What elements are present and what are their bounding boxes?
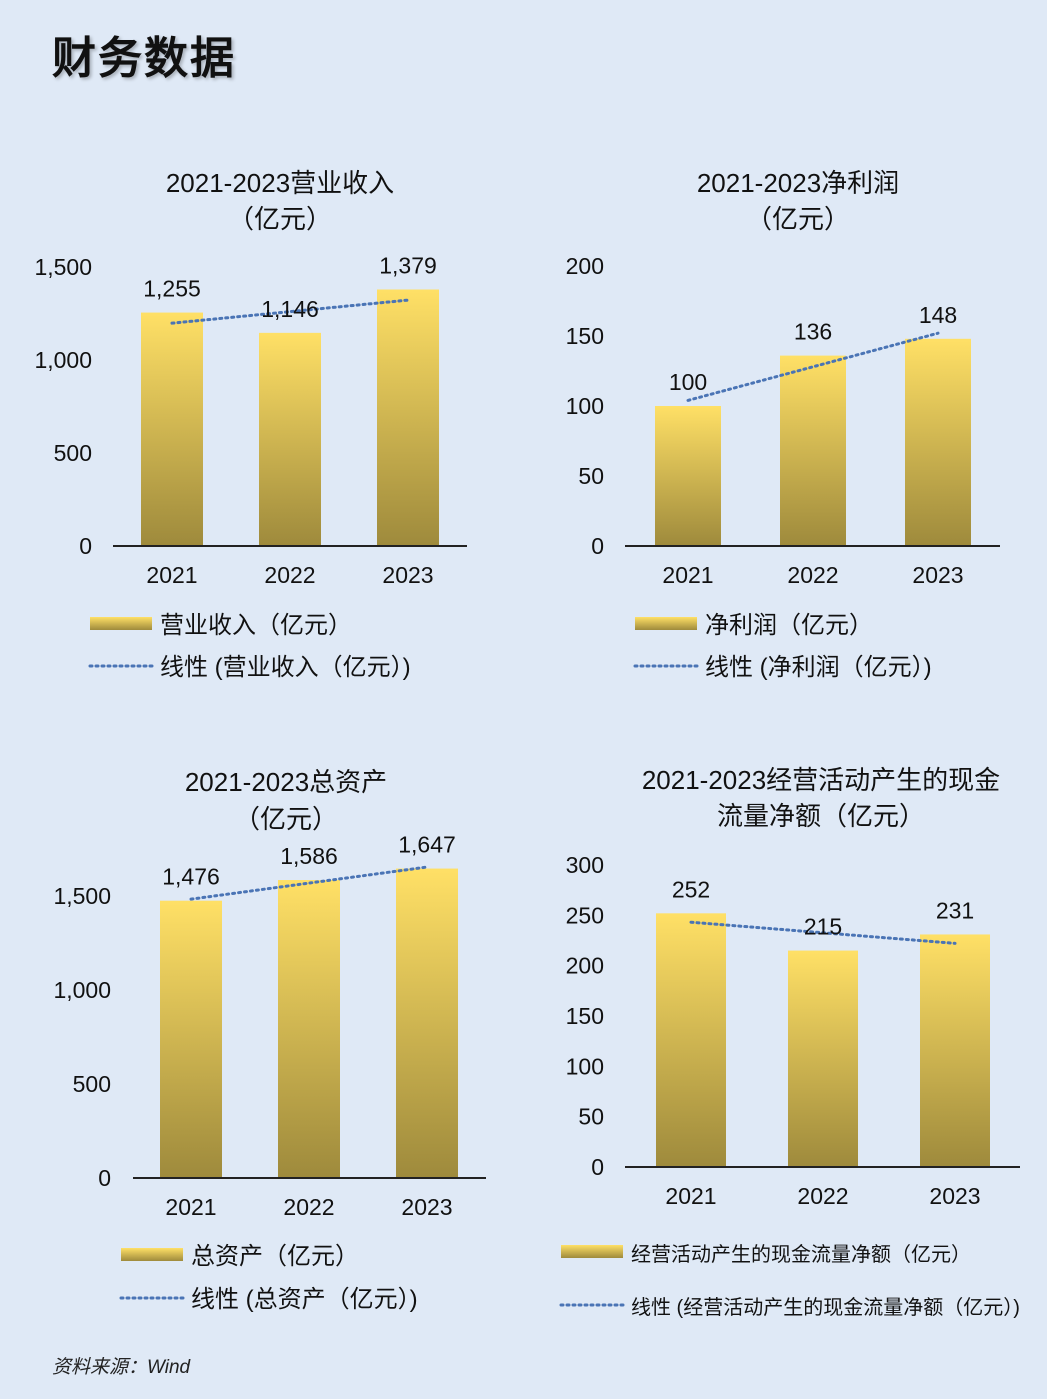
data-label: 1,586 — [280, 843, 338, 869]
x-tick-label: 2023 — [382, 562, 433, 588]
trendline — [686, 331, 940, 402]
chart-title: （亿元） — [234, 804, 338, 834]
y-tick-label: 100 — [566, 393, 604, 419]
y-tick-label: 250 — [566, 902, 604, 928]
x-tick-label: 2022 — [787, 562, 838, 588]
bar-2021 — [141, 312, 203, 546]
y-tick-label: 0 — [591, 1154, 604, 1180]
legend-label-series: 经营活动产生的现金流量净额（亿元） — [631, 1243, 971, 1266]
y-tick-label: 150 — [566, 1003, 604, 1029]
legend-swatch-bar — [121, 1248, 183, 1261]
chart-title: 2021-2023经营活动产生的现金 — [642, 765, 1000, 795]
legend-swatch-bar — [561, 1245, 623, 1258]
bar-2021 — [655, 406, 721, 546]
legend-label-trendline: 线性 (净利润（亿元）) — [705, 654, 932, 681]
y-tick-label: 500 — [54, 440, 92, 466]
data-label: 1,476 — [162, 864, 220, 890]
y-tick-label: 150 — [566, 323, 604, 349]
y-tick-label: 300 — [566, 852, 604, 878]
bar-2023 — [377, 289, 439, 546]
chart-title: 2021-2023营业收入 — [166, 168, 394, 198]
x-tick-label: 2021 — [165, 1194, 216, 1220]
legend-swatch-bar — [635, 617, 697, 630]
bar-2023 — [905, 338, 971, 546]
y-tick-label: 0 — [79, 533, 92, 559]
legend-label-series: 总资产（亿元） — [191, 1243, 359, 1270]
trendline — [170, 298, 410, 325]
x-tick-label: 2022 — [283, 1194, 334, 1220]
y-tick-label: 0 — [98, 1165, 111, 1191]
y-tick-label: 0 — [591, 533, 604, 559]
chart-title: 2021-2023总资产 — [185, 767, 387, 797]
data-label: 252 — [672, 876, 710, 902]
bar-2023 — [396, 868, 458, 1178]
y-tick-label: 200 — [566, 253, 604, 279]
x-tick-label: 2021 — [146, 562, 197, 588]
y-tick-label: 100 — [566, 1053, 604, 1079]
x-tick-label: 2021 — [665, 1183, 716, 1209]
legend-label-trendline: 线性 (经营活动产生的现金流量净额（亿元）) — [631, 1296, 1020, 1319]
bar-2022 — [780, 355, 846, 546]
chart-title: （亿元） — [746, 204, 850, 234]
trendline — [189, 865, 429, 901]
trendline — [689, 920, 957, 945]
y-tick-label: 500 — [73, 1071, 111, 1097]
data-label: 1,255 — [143, 276, 201, 302]
chart-title: 流量净额（亿元） — [717, 801, 925, 831]
y-tick-label: 50 — [578, 463, 604, 489]
page-title: 财务数据 — [52, 33, 236, 84]
legend-label-trendline: 线性 (总资产（亿元）) — [191, 1286, 418, 1313]
x-tick-label: 2022 — [264, 562, 315, 588]
bar-2023 — [920, 934, 990, 1167]
x-tick-label: 2023 — [929, 1183, 980, 1209]
x-tick-label: 2023 — [912, 562, 963, 588]
y-tick-label: 1,000 — [53, 977, 111, 1003]
data-label: 215 — [804, 914, 842, 940]
source-note: 资料来源：Wind — [52, 1357, 191, 1378]
y-tick-label: 50 — [578, 1104, 604, 1130]
bar-2022 — [788, 950, 858, 1167]
legend-swatch-bar — [90, 617, 152, 630]
chart-title: 2021-2023净利润 — [697, 168, 899, 198]
data-label: 136 — [794, 319, 832, 345]
data-label: 1,379 — [379, 253, 437, 279]
x-tick-label: 2023 — [401, 1194, 452, 1220]
legend-label-series: 净利润（亿元） — [705, 612, 873, 639]
y-tick-label: 200 — [566, 953, 604, 979]
data-label: 148 — [919, 302, 957, 328]
data-label: 1,647 — [398, 832, 456, 858]
y-tick-label: 1,500 — [34, 254, 92, 280]
legend-label-trendline: 线性 (营业收入（亿元）) — [160, 654, 411, 681]
y-tick-label: 1,000 — [34, 347, 92, 373]
data-label: 100 — [669, 369, 707, 395]
legend-label-series: 营业收入（亿元） — [160, 612, 352, 639]
bar-2021 — [656, 913, 726, 1167]
bar-2022 — [278, 880, 340, 1178]
y-tick-label: 1,500 — [53, 883, 111, 909]
data-label: 231 — [936, 897, 974, 923]
chart-title: （亿元） — [228, 204, 332, 234]
data-label: 1,146 — [261, 296, 319, 322]
bar-2022 — [259, 332, 321, 546]
bar-2021 — [160, 900, 222, 1178]
x-tick-label: 2021 — [662, 562, 713, 588]
x-tick-label: 2022 — [797, 1183, 848, 1209]
